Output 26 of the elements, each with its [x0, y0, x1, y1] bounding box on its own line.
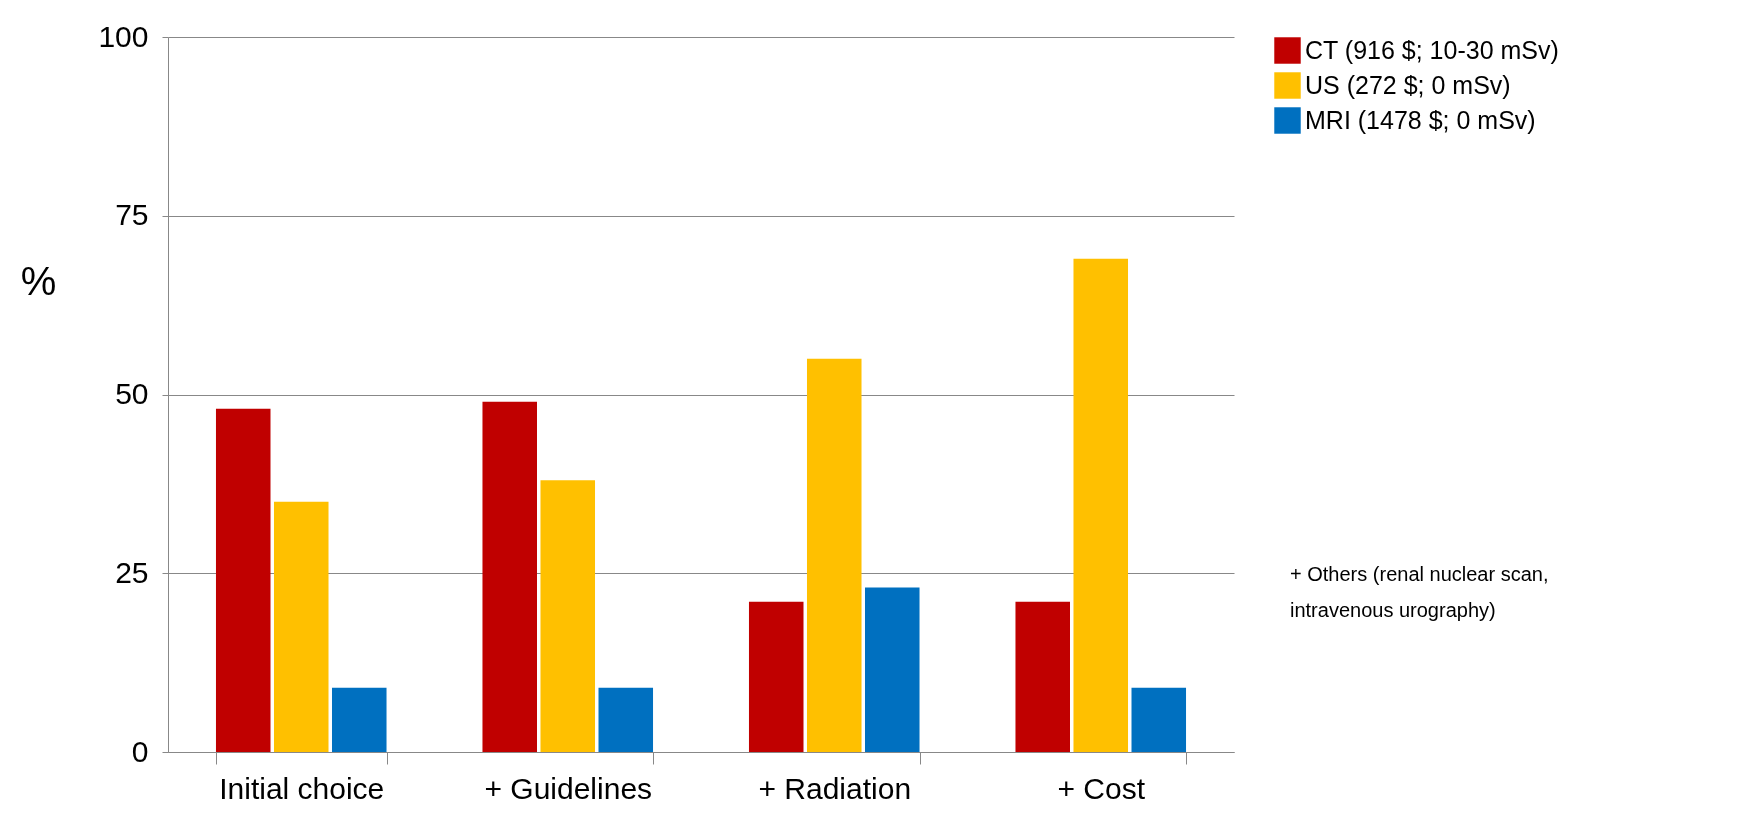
text: + Others (renal nuclear scan, intravenous urography) — [1290, 562, 1550, 623]
bar — [540, 480, 596, 752]
bar — [1131, 687, 1187, 752]
bar — [748, 601, 804, 752]
y-tick-label: 0 — [131, 734, 149, 768]
y-tick-label: 25 — [115, 555, 149, 589]
x-tick-label: + Cost — [1057, 771, 1146, 805]
x-tick-label: + Guidelines — [484, 771, 653, 805]
bar — [1015, 601, 1070, 752]
bar — [865, 587, 920, 752]
bar — [273, 501, 329, 752]
legend-label: MRI (1478 $; 0 mSv) — [1305, 105, 1536, 134]
legend-label: CT (916 $; 10-30 mSv) — [1305, 35, 1559, 64]
x-tick-label: Initial choice — [219, 771, 385, 805]
bar — [482, 401, 537, 752]
y-axis-title: % — [20, 258, 57, 303]
x-tick-label: + Radiation — [758, 771, 912, 805]
y-tick-label: 100 — [98, 19, 149, 53]
bar — [332, 687, 387, 752]
y-tick-label: 50 — [115, 377, 149, 410]
y-tick-label: 75 — [115, 198, 149, 232]
legend-label: US (272 $; 0 mSv) — [1305, 70, 1511, 99]
bar — [215, 408, 271, 752]
bar — [1073, 258, 1129, 752]
bar — [806, 358, 862, 752]
bar — [598, 687, 654, 752]
